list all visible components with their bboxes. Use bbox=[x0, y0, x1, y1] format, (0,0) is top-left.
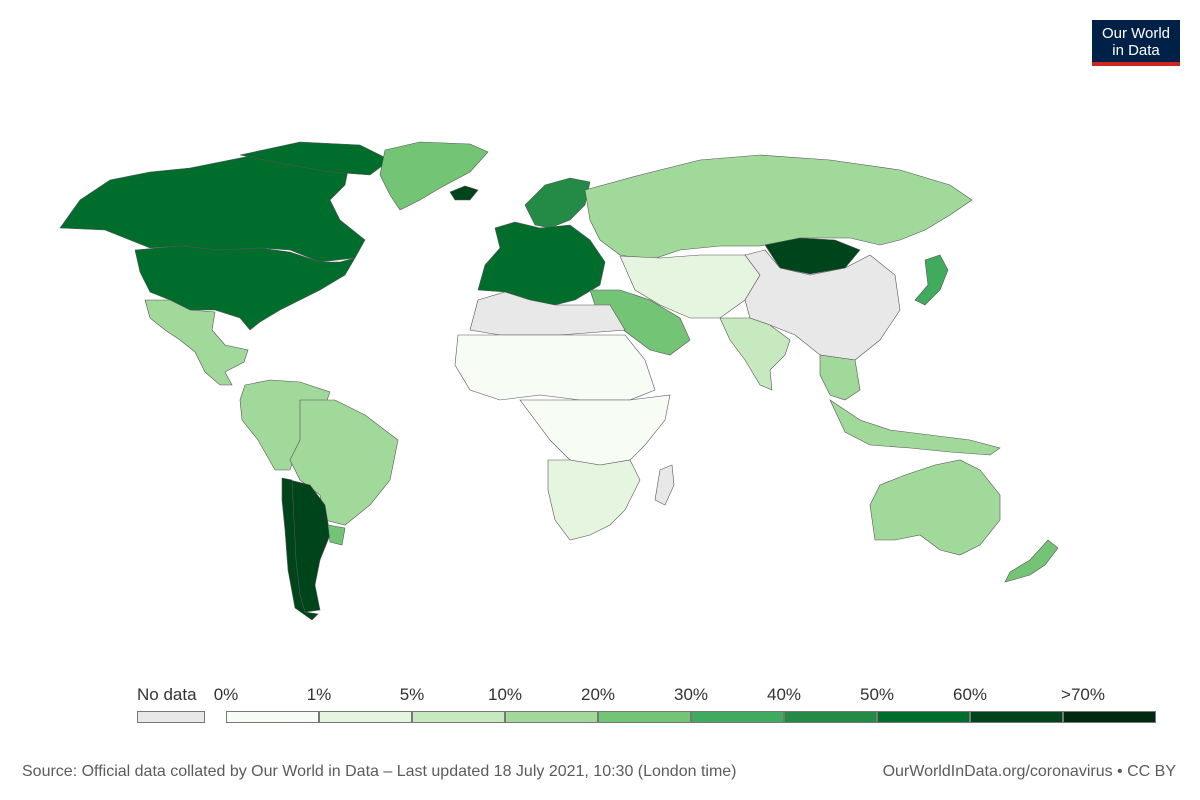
logo-line-1: Our World bbox=[1101, 25, 1171, 42]
region-india[interactable] bbox=[719, 317, 791, 391]
region-canada-islands[interactable] bbox=[239, 141, 391, 176]
region-china[interactable] bbox=[744, 249, 901, 361]
owid-logo[interactable]: Our World in Data bbox=[1092, 20, 1180, 66]
legend: No data 0% 1% 5% 10% 20% 30% 40% 50% 60% >70% bbox=[0, 685, 1200, 730]
region-indonesia[interactable] bbox=[829, 399, 1001, 456]
region-north-africa[interactable] bbox=[469, 291, 626, 336]
legend-no-data-label: No data bbox=[137, 685, 197, 704]
legend-label-0: 0% bbox=[213, 685, 239, 704]
legend-label-9: >70% bbox=[1061, 685, 1105, 704]
region-greenland[interactable] bbox=[379, 141, 489, 211]
legend-swatch-6[interactable] bbox=[784, 711, 877, 723]
region-australia[interactable] bbox=[869, 459, 1001, 556]
legend-no-data-swatch[interactable] bbox=[137, 711, 205, 723]
legend-label-1: 1% bbox=[306, 685, 332, 704]
legend-label-3: 10% bbox=[487, 685, 523, 704]
region-mexico[interactable] bbox=[144, 299, 249, 386]
legend-swatch-8[interactable] bbox=[970, 711, 1063, 723]
legend-label-2: 5% bbox=[399, 685, 425, 704]
legend-swatch-7[interactable] bbox=[877, 711, 970, 723]
region-europe-west[interactable] bbox=[477, 221, 606, 306]
region-new-zealand[interactable] bbox=[1004, 539, 1059, 583]
region-brazil[interactable] bbox=[289, 399, 399, 526]
legend-label-6: 40% bbox=[766, 685, 802, 704]
region-chile[interactable] bbox=[281, 477, 319, 620]
region-central-africa[interactable] bbox=[519, 394, 671, 466]
source-url[interactable]: OurWorldInData.org/coronavirus • CC BY bbox=[882, 763, 1176, 780]
legend-swatch-0[interactable] bbox=[226, 711, 319, 723]
region-southern-africa[interactable] bbox=[547, 459, 641, 541]
legend-swatch-4[interactable] bbox=[598, 711, 691, 723]
legend-swatch-5[interactable] bbox=[691, 711, 784, 723]
region-southeast-asia[interactable] bbox=[819, 354, 861, 401]
legend-swatch-2[interactable] bbox=[412, 711, 505, 723]
logo-line-2: in Data bbox=[1112, 42, 1160, 59]
legend-swatch-9[interactable] bbox=[1063, 711, 1156, 723]
region-uruguay[interactable] bbox=[327, 524, 346, 546]
world-map bbox=[59, 141, 1059, 620]
region-japan[interactable] bbox=[914, 254, 949, 306]
source-note: Source: Official data collated by Our Wo… bbox=[22, 763, 737, 780]
legend-label-4: 20% bbox=[580, 685, 616, 704]
region-sahel[interactable] bbox=[454, 334, 656, 401]
legend-label-8: 60% bbox=[952, 685, 988, 704]
region-iceland[interactable] bbox=[449, 185, 479, 201]
legend-label-5: 30% bbox=[673, 685, 709, 704]
region-madagascar[interactable] bbox=[654, 464, 675, 506]
region-scandinavia[interactable] bbox=[524, 177, 591, 229]
legend-swatch-3[interactable] bbox=[505, 711, 598, 723]
legend-swatch-1[interactable] bbox=[319, 711, 412, 723]
legend-label-7: 50% bbox=[859, 685, 895, 704]
